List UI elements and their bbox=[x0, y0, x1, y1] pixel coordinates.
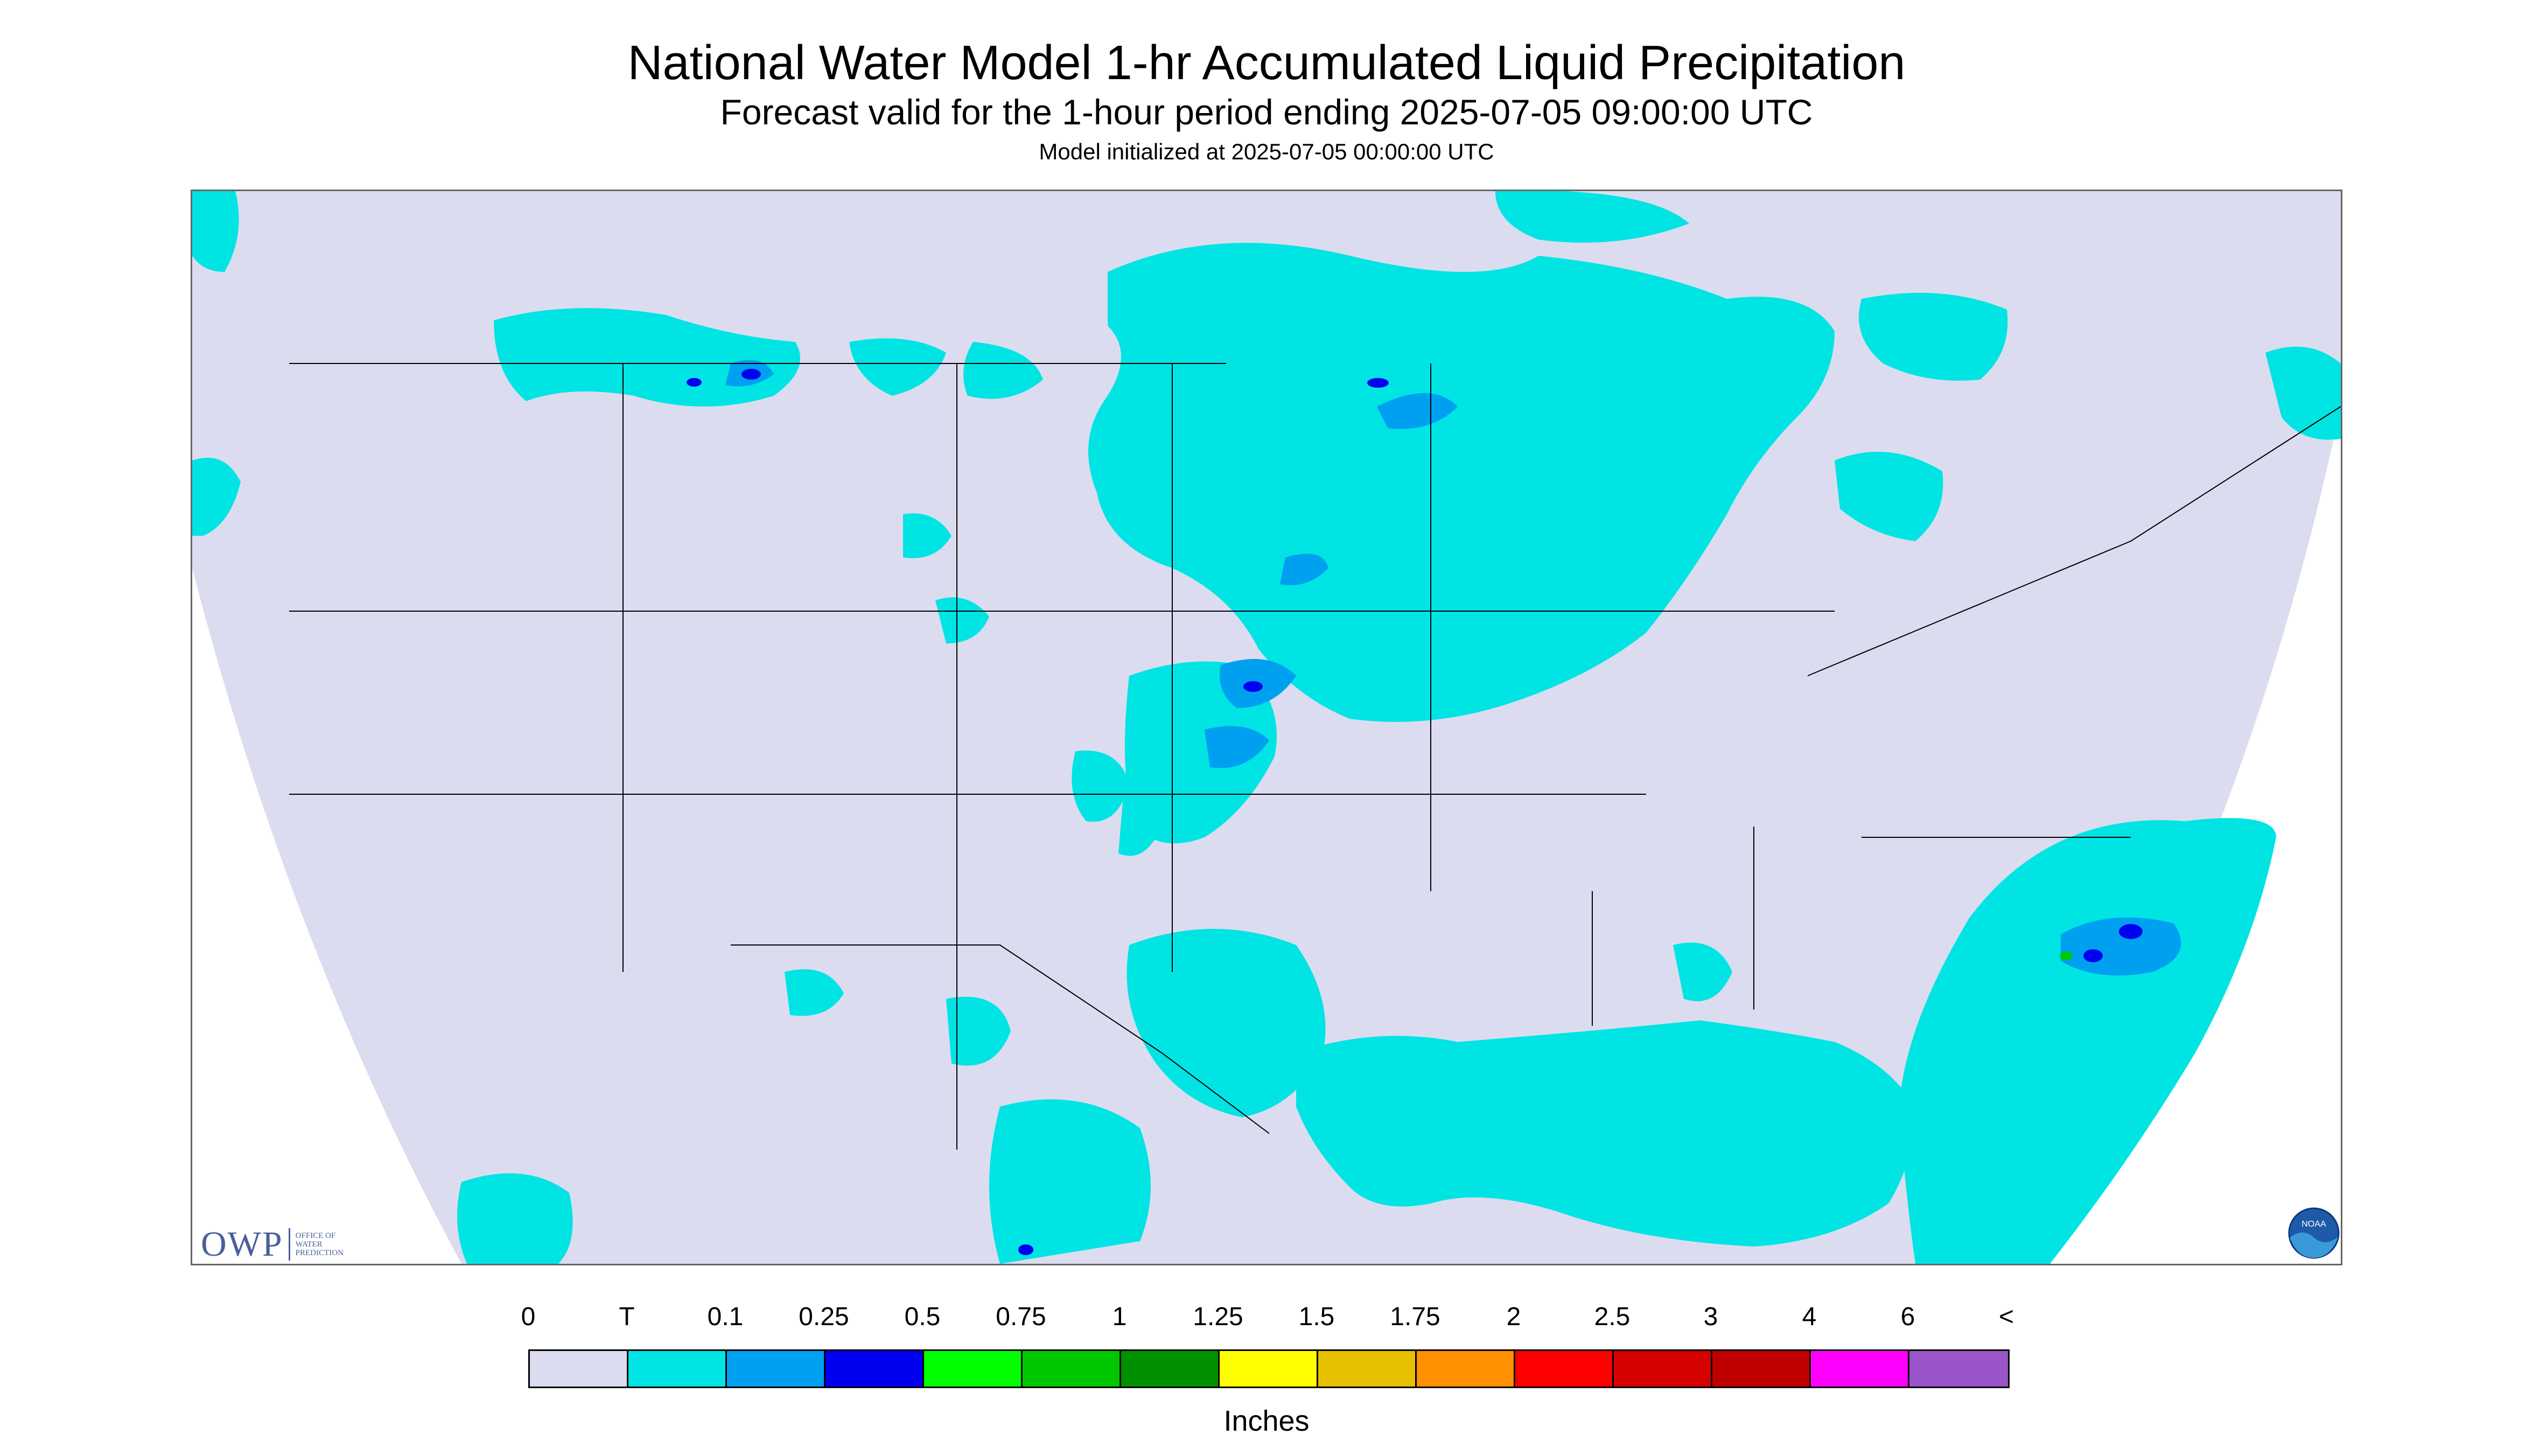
legend-swatch: #ff9000 bbox=[1417, 1351, 1515, 1387]
owp-logo: OWP OFFICE OF WATER PREDICTION bbox=[201, 1224, 344, 1264]
legend-label: 4 bbox=[1802, 1303, 1817, 1331]
legend-label: 1.25 bbox=[1193, 1303, 1243, 1331]
legend-swatch: #00ff00 bbox=[924, 1351, 1023, 1387]
owp-subtext-2: WATER bbox=[295, 1240, 323, 1249]
legend-swatch: #00c800 bbox=[1023, 1351, 1121, 1387]
owp-subtext-3: PREDICTION bbox=[295, 1249, 344, 1257]
legend-swatch: #9955c9 bbox=[1909, 1351, 2008, 1387]
legend-swatch: #c00000 bbox=[1712, 1351, 1811, 1387]
legend-swatch: #00a0f0 bbox=[727, 1351, 825, 1387]
legend-label: 0 bbox=[521, 1303, 536, 1331]
precip-medium-areas bbox=[687, 369, 2143, 1255]
precipitation-map: OWP OFFICE OF WATER PREDICTION NOAA bbox=[191, 190, 2342, 1265]
legend-label: 2.5 bbox=[1594, 1303, 1631, 1331]
legend-label: 2 bbox=[1506, 1303, 1521, 1331]
legend-swatch: #00e4e4 bbox=[628, 1351, 727, 1387]
map-title: National Water Model 1-hr Accumulated Li… bbox=[627, 36, 1906, 90]
legend-swatch: #ffff00 bbox=[1220, 1351, 1318, 1387]
legend-swatch: #ff00ff bbox=[1811, 1351, 1909, 1387]
noaa-logo-text: NOAA bbox=[2301, 1220, 2326, 1229]
legend-swatch: #009000 bbox=[1121, 1351, 1220, 1387]
legend-labels: 0 T 0.1 0.25 0.5 0.75 1 1.25 1.5 1.75 2 2.5 3 4 6 < bbox=[0, 1302, 2533, 1334]
legend-swatch: #e7c000 bbox=[1318, 1351, 1417, 1387]
boundary-lines bbox=[289, 363, 2341, 1150]
precip-heavy-areas bbox=[2060, 951, 2073, 960]
legend-label: 3 bbox=[1703, 1303, 1718, 1331]
owp-logo-subtext: OFFICE OF WATER PREDICTION bbox=[296, 1231, 344, 1257]
owp-subtext-1: OFFICE OF bbox=[295, 1231, 336, 1240]
noaa-logo-icon: NOAA bbox=[2288, 1207, 2340, 1259]
legend-swatch: #ff0000 bbox=[1515, 1351, 1614, 1387]
owp-logo-divider bbox=[288, 1228, 290, 1261]
legend-label: 0.25 bbox=[799, 1303, 849, 1331]
legend-units: Inches bbox=[1223, 1405, 1310, 1437]
legend-label: 0.1 bbox=[707, 1303, 744, 1331]
legend-swatch: #d60000 bbox=[1614, 1351, 1712, 1387]
legend-label: 1.5 bbox=[1298, 1303, 1335, 1331]
legend-swatch: #0000f0 bbox=[825, 1351, 924, 1387]
legend-label: < bbox=[1998, 1303, 2014, 1331]
precip-trace-areas bbox=[192, 191, 2341, 1264]
owp-logo-text: OWP bbox=[201, 1224, 283, 1264]
map-canvas bbox=[192, 191, 2341, 1264]
legend-label: 1 bbox=[1112, 1303, 1127, 1331]
legend-colorbar: #dcdcf0#00e4e4#00a0f0#0000f0#00ff00#00c8… bbox=[528, 1349, 2010, 1388]
forecast-valid-subtitle: Forecast valid for the 1-hour period end… bbox=[720, 92, 1813, 132]
legend-label: 6 bbox=[1900, 1303, 1915, 1331]
legend-label: T bbox=[619, 1303, 635, 1331]
legend-label: 0.75 bbox=[996, 1303, 1046, 1331]
model-initialized-note: Model initialized at 2025-07-05 00:00:00… bbox=[1039, 139, 1494, 164]
legend-swatch: #dcdcf0 bbox=[530, 1351, 628, 1387]
legend-label: 0.5 bbox=[904, 1303, 941, 1331]
legend-label: 1.75 bbox=[1390, 1303, 1440, 1331]
